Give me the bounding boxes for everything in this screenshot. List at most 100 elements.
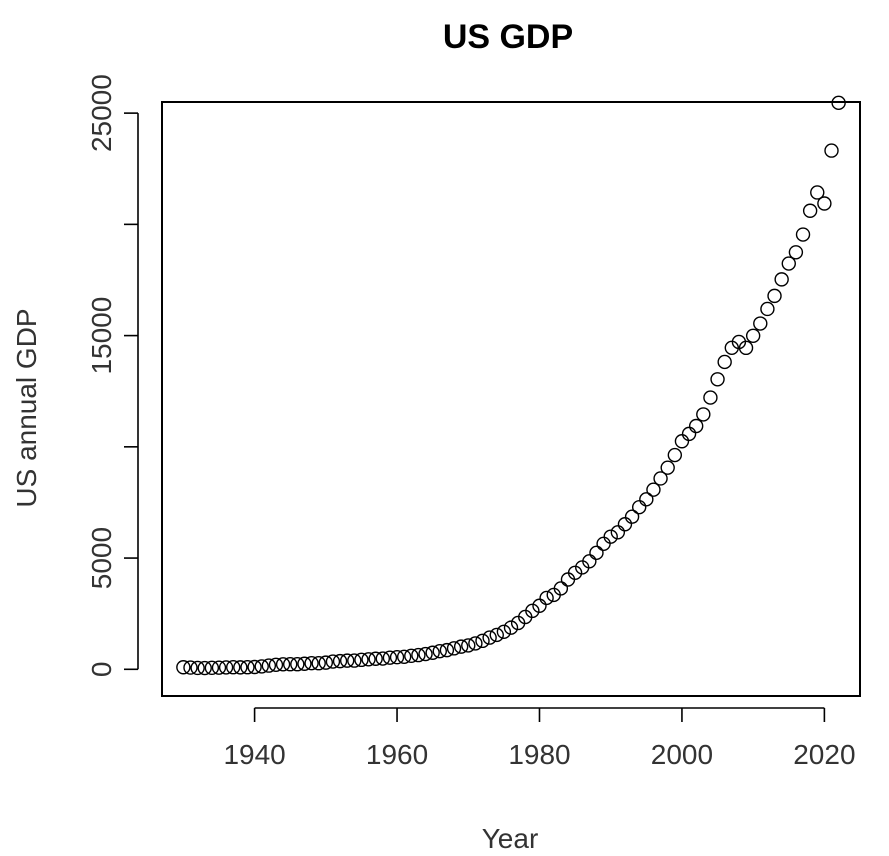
data-point [318, 655, 334, 670]
data-point [596, 536, 611, 551]
data-point [347, 653, 362, 668]
x-tick-label: 1940 [223, 739, 285, 770]
data-point [439, 642, 455, 658]
data-point [738, 340, 754, 356]
data-point [653, 471, 668, 486]
data-point [468, 636, 483, 651]
data-point [710, 372, 725, 387]
data-point [411, 647, 426, 663]
data-point [361, 652, 376, 667]
data-point [753, 316, 768, 331]
data-points [176, 95, 846, 676]
data-point [304, 655, 319, 671]
y-tick-label: 5000 [86, 527, 117, 589]
data-point [567, 565, 583, 580]
data-point [795, 227, 811, 242]
data-point [681, 426, 697, 442]
data-point [190, 660, 205, 676]
data-point [489, 627, 504, 643]
data-point [368, 651, 383, 666]
x-tick-label: 1960 [366, 739, 428, 770]
data-point [781, 256, 796, 271]
data-point [660, 460, 675, 475]
data-point [824, 143, 839, 158]
data-point [475, 633, 490, 649]
data-point [802, 203, 818, 218]
data-point [553, 581, 569, 596]
data-point [617, 517, 633, 532]
data-point [810, 185, 825, 200]
data-point [375, 651, 390, 666]
chart-title: US GDP [443, 18, 573, 56]
data-point [696, 407, 711, 422]
data-point [831, 95, 846, 111]
data-point [589, 545, 604, 561]
x-axis: 1940 1960 1980 2000 2020 [223, 707, 856, 770]
data-point [290, 657, 305, 672]
data-point [211, 660, 227, 675]
y-axis-label: US annual GDP [11, 308, 42, 507]
data-point [745, 328, 761, 343]
data-point [183, 660, 198, 675]
data-point [603, 529, 618, 544]
data-point [610, 525, 626, 540]
data-point [788, 245, 804, 260]
data-point [233, 660, 248, 675]
y-tick-label: 25000 [86, 74, 117, 152]
data-point [774, 272, 789, 287]
data-point [453, 639, 469, 654]
data-point [639, 492, 654, 507]
y-axis: 0 5000 15000 25000 [86, 74, 139, 678]
data-point [624, 509, 640, 524]
data-point [539, 590, 554, 606]
data-point [325, 654, 341, 669]
data-point [240, 660, 255, 675]
data-point [261, 658, 277, 673]
data-point [503, 620, 519, 635]
x-tick-label: 2000 [651, 739, 713, 770]
data-point [482, 630, 497, 645]
data-point [297, 656, 312, 671]
data-point [176, 660, 191, 675]
data-point [254, 659, 269, 674]
data-point [226, 660, 241, 675]
data-point [382, 650, 398, 665]
data-point [582, 554, 597, 569]
data-point [646, 482, 661, 497]
y-tick-label: 0 [86, 662, 117, 678]
data-point [204, 660, 220, 676]
data-point [425, 645, 440, 660]
data-point [688, 418, 704, 434]
data-point [275, 657, 291, 672]
data-point [446, 641, 462, 656]
data-point [354, 652, 369, 668]
data-point [418, 646, 433, 662]
data-point [332, 653, 348, 669]
data-point [311, 656, 326, 671]
x-axis-label: Year [482, 823, 539, 854]
data-point [532, 598, 547, 613]
x-tick-label: 2020 [793, 739, 855, 770]
data-point [404, 648, 419, 664]
data-point [218, 660, 234, 675]
data-point [717, 354, 732, 370]
data-point [461, 638, 476, 653]
data-point [632, 499, 647, 515]
data-point [268, 657, 284, 672]
data-point [674, 434, 690, 449]
plot-frame [161, 101, 861, 697]
y-tick-label: 15000 [86, 297, 117, 375]
data-point [389, 650, 405, 665]
data-point [760, 301, 775, 317]
data-point [432, 643, 447, 659]
data-point [396, 649, 412, 664]
data-point [283, 657, 298, 672]
data-point [703, 390, 718, 405]
data-point [339, 653, 355, 668]
data-point [667, 447, 683, 463]
data-point [247, 659, 262, 675]
data-point [496, 624, 512, 640]
data-point [817, 196, 832, 211]
x-tick-label: 1980 [508, 739, 570, 770]
